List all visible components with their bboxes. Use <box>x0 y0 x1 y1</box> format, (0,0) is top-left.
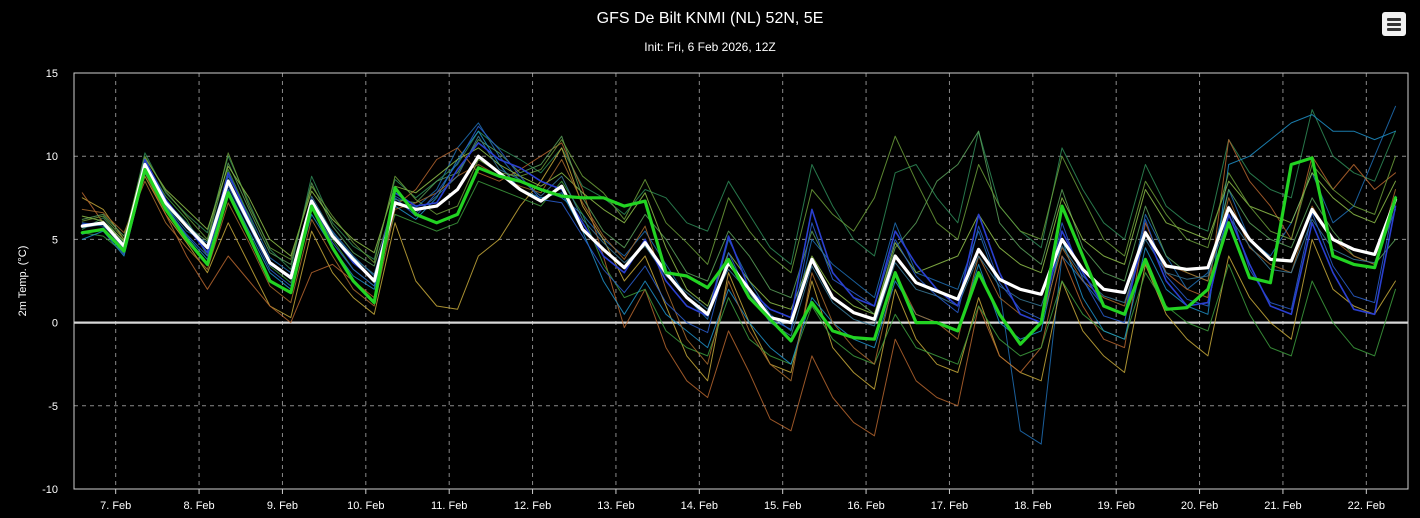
series-layer <box>80 105 1398 445</box>
grid-layer <box>74 73 1408 489</box>
x-tick-label: 10. Feb <box>347 500 384 512</box>
x-tick-label: 14. Feb <box>681 500 718 512</box>
ensemble-member-line <box>81 109 1396 270</box>
chart-title: GFS De Bilt KNMI (NL) 52N, 5E <box>596 10 824 27</box>
ensemble-member-line <box>81 135 1396 274</box>
plot-frame <box>73 72 1409 490</box>
y-tick-label: 10 <box>46 151 58 163</box>
y-tick-label: 0 <box>52 318 58 330</box>
x-tick-label: 18. Feb <box>1014 500 1051 512</box>
x-tick-label: 19. Feb <box>1098 500 1135 512</box>
x-tick-label: 8. Feb <box>183 500 214 512</box>
x-tick-label: 15. Feb <box>764 500 801 512</box>
x-tick-label: 16. Feb <box>847 500 884 512</box>
x-tick-label: 21. Feb <box>1264 500 1301 512</box>
x-tick-label: 17. Feb <box>931 500 968 512</box>
ensemble-member-line <box>81 139 1396 437</box>
x-tick-label: 11. Feb <box>431 500 468 512</box>
ensemble-member-line <box>81 147 1396 315</box>
x-tick-label: 22. Feb <box>1348 500 1385 512</box>
x-tick-label: 9. Feb <box>267 500 298 512</box>
y-axis-title: 2m Temp. (°C) <box>17 246 29 317</box>
y-tick-label: -5 <box>48 401 58 413</box>
ensemble-member-line <box>81 125 1396 334</box>
y-tick-label: 5 <box>52 234 58 246</box>
ensemble-member-line <box>81 147 1396 390</box>
axis-layer: 15 10 5 0 -5 -10 7. Feb 8. Feb 9. Feb 10. Feb 11. … <box>42 68 1409 512</box>
chart-subtitle: Init: Fri, 6 Feb 2026, 12Z <box>644 40 776 54</box>
x-tick-label: 7. Feb <box>100 500 131 512</box>
y-tick-label: 15 <box>46 68 58 80</box>
x-tick-label: 13. Feb <box>597 500 634 512</box>
y-tick-label: -10 <box>42 484 58 496</box>
x-tick-label: 12. Feb <box>514 500 551 512</box>
hamburger-menu-icon[interactable] <box>1382 12 1406 36</box>
operational-run-line <box>80 156 1398 346</box>
x-tick-label: 20. Feb <box>1181 500 1218 512</box>
